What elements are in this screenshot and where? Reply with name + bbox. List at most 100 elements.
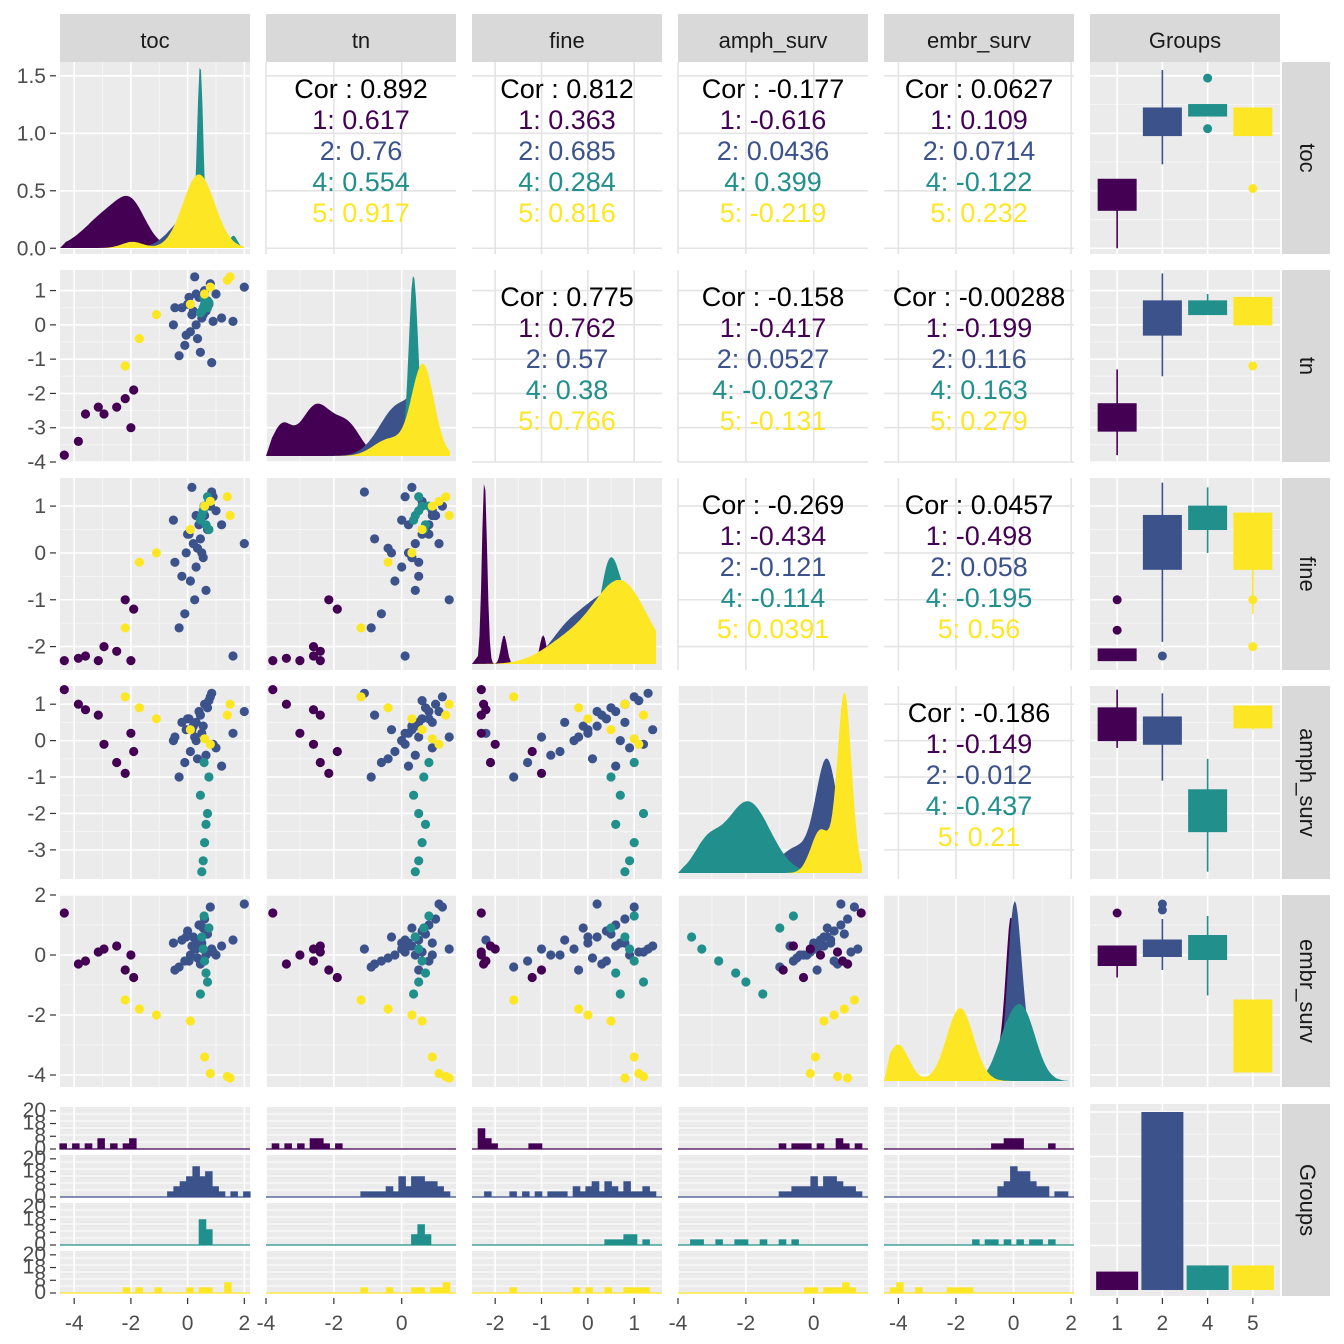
x-tick-label: 0: [396, 1312, 408, 1335]
top-strip-amph_surv: [678, 14, 868, 62]
y-tick-label: -2: [27, 636, 46, 659]
x-tick-label: -2: [486, 1312, 505, 1335]
panel-tn-tn: [265, 270, 456, 463]
correlation-group-4: 4: 0.38: [526, 375, 609, 405]
scatter-point-group-2: [168, 320, 178, 330]
correlation-overall: Cor : 0.812: [500, 74, 634, 104]
boxplot-outlier: [1112, 625, 1122, 635]
scatter-point-group-4: [687, 932, 697, 942]
density-group-5: [60, 174, 244, 248]
y-tick-label: -4: [27, 1064, 46, 1087]
scatter-point-group-2: [180, 340, 190, 350]
scatter-point-group-2: [444, 732, 454, 742]
scatter-point-group-1: [778, 965, 788, 975]
y-tick-label: -1: [27, 766, 46, 789]
scatter-point-group-5: [417, 1016, 427, 1026]
panel-toc-toc: [60, 62, 250, 254]
scatter-point-group-4: [414, 492, 424, 502]
boxplot-group-4: [1188, 487, 1228, 553]
scatter-point-group-2: [376, 609, 386, 619]
scatter-point-group-1: [476, 728, 486, 738]
scatter-point-group-4: [195, 515, 205, 525]
scatter-point-group-2: [170, 557, 180, 567]
scatter-point-group-4: [198, 856, 208, 866]
panel-background: [472, 270, 662, 462]
y-tick-label: 20: [23, 1243, 46, 1266]
scatter-point-group-2: [174, 623, 184, 633]
density-group-5: [472, 579, 656, 664]
x-tick-label: 2: [1157, 1312, 1169, 1335]
y-tick-label: 0: [34, 1137, 46, 1160]
boxplot-outlier: [1157, 651, 1167, 661]
right-strip-label-fine: fine: [1295, 556, 1320, 591]
scatter-point-group-5: [383, 1004, 393, 1014]
y-tick-label: 8: [34, 1172, 46, 1195]
scatter-point-group-5: [200, 289, 210, 299]
x-tick-label: -4: [669, 1312, 688, 1335]
y-tick-label: 1.0: [17, 122, 46, 145]
density-group-4: [266, 276, 450, 456]
scatter-point-group-2: [370, 959, 380, 969]
scatter-point-group-4: [420, 968, 431, 978]
scatter-point-group-5: [839, 1004, 849, 1014]
correlation-group-5: 5: 0.816: [518, 198, 616, 228]
scatter-point-group-1: [99, 642, 109, 652]
y-tick-label: 0: [34, 944, 46, 967]
scatter-point-group-5: [829, 1010, 839, 1020]
correlation-group-4: 4: -0.437: [926, 791, 1033, 821]
histogram-group-1: [678, 1138, 868, 1150]
scatter-point-group-2: [592, 932, 602, 942]
scatter-point-group-4: [625, 856, 635, 866]
scatter-point-group-5: [849, 995, 860, 1005]
histogram-group-1: [59, 1138, 250, 1150]
scatter-point-group-1: [126, 656, 136, 666]
scatter-point-group-1: [295, 950, 305, 960]
correlation-group-1: 1: 0.109: [930, 105, 1028, 135]
scatter-point-group-2: [427, 717, 437, 728]
scatter-point-group-1: [490, 739, 500, 749]
boxplot-outlier: [1112, 908, 1122, 918]
y-tick-label: 0: [34, 1281, 46, 1304]
scatter-point-group-4: [620, 932, 630, 942]
correlation-overall: Cor : -0.186: [908, 698, 1051, 728]
scatter-point-group-2: [202, 703, 213, 713]
panel-background: [884, 478, 1074, 670]
scatter-point-group-1: [99, 739, 109, 749]
scatter-point-group-5: [225, 1073, 235, 1083]
scatter-point-group-2: [509, 962, 519, 972]
scatter-point-group-2: [555, 746, 565, 757]
panel-fine-tn: [265, 478, 456, 670]
scatter-point-group-2: [383, 953, 393, 963]
y-tick-label: -4: [27, 451, 46, 474]
scatter-point-group-2: [191, 938, 201, 948]
scatter-point-group-2: [403, 761, 414, 771]
scatter-point-group-1: [112, 941, 122, 951]
x-tick-label: -2: [325, 1312, 344, 1335]
y-tick-label: 0: [34, 1233, 46, 1256]
scatter-point-group-1: [281, 653, 291, 663]
panel-tn-Groups: [1090, 270, 1280, 463]
scatter-point-group-2: [168, 515, 178, 525]
scatter-point-group-1: [308, 651, 319, 661]
y-tick-label: -1: [27, 589, 46, 612]
y-axis-toc: 0.0 0.5 1.0 1.5: [17, 65, 56, 260]
correlation-group-5: 5: -0.219: [720, 198, 827, 228]
scatter-point-group-5: [120, 361, 130, 371]
scatter-point-group-5: [225, 510, 235, 521]
scatter-point-group-1: [59, 685, 69, 695]
scatter-point-group-2: [239, 706, 249, 717]
scatter-point-group-5: [819, 1016, 829, 1026]
correlation-group-1: 1: -0.616: [720, 105, 827, 135]
scatter-point-group-2: [185, 746, 195, 757]
boxplot-outlier: [1248, 183, 1258, 193]
scatter-point-group-1: [80, 409, 91, 419]
y-tick-label: 8: [34, 1220, 46, 1243]
scatter-point-group-1: [73, 436, 83, 446]
top-strip-label-amph_surv: amph_surv: [719, 28, 828, 53]
y-tick-label: 0.0: [17, 237, 46, 260]
correlation-group-4: 4: -0.122: [926, 167, 1033, 197]
histogram-group-2: [266, 1176, 456, 1198]
scatter-point-group-2: [207, 688, 217, 698]
x-tick-label: 5: [1247, 1312, 1259, 1335]
